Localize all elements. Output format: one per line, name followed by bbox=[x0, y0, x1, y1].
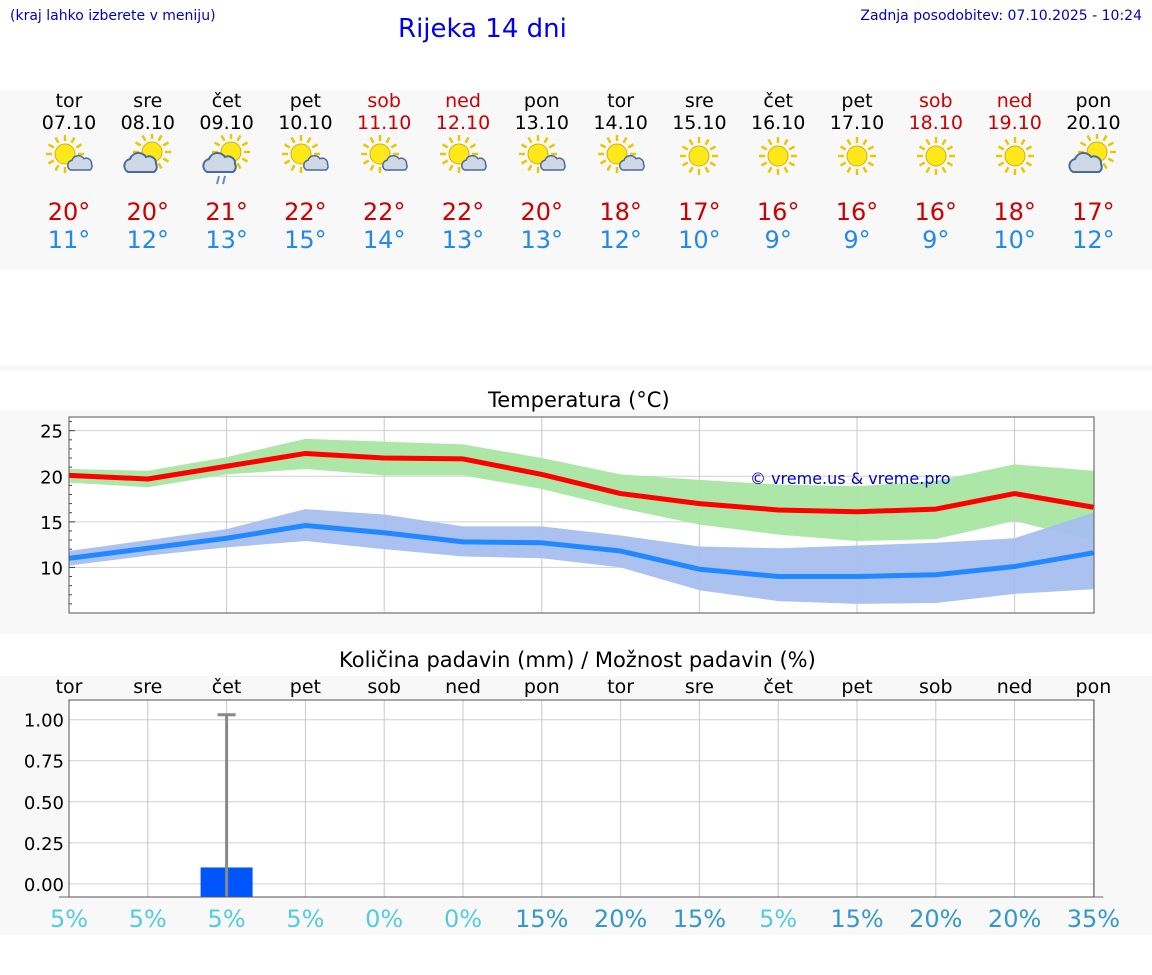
max-temp: 22° bbox=[284, 198, 327, 226]
day-name: pon bbox=[523, 90, 560, 112]
max-temp: 21° bbox=[205, 198, 248, 226]
min-temp: 9° bbox=[764, 226, 792, 254]
page-title: Rijeka 14 dni bbox=[398, 14, 567, 44]
temp-chart-band bbox=[0, 410, 1152, 634]
day-name: sre bbox=[684, 90, 714, 112]
max-temp: 22° bbox=[441, 198, 485, 226]
min-temp: 15° bbox=[284, 226, 327, 254]
day-date: 13.10 bbox=[514, 112, 569, 134]
max-temp: 20° bbox=[126, 198, 170, 226]
min-temp: 10° bbox=[993, 226, 1036, 254]
max-temp: 20° bbox=[47, 198, 91, 226]
sun-cloud-icon bbox=[514, 134, 570, 190]
sun-icon bbox=[750, 134, 806, 190]
temp-chart-title: Temperatura (°C) bbox=[488, 388, 670, 412]
forecast-day: ned 12.10 22° 13° bbox=[423, 90, 503, 260]
min-temp: 11° bbox=[47, 226, 91, 254]
day-date: 11.10 bbox=[356, 112, 412, 134]
day-date: 08.10 bbox=[120, 112, 175, 134]
sun-cloud-icon bbox=[41, 134, 97, 190]
day-name: ned bbox=[445, 90, 481, 112]
forecast-day: čet 09.10 21° 13° bbox=[187, 90, 267, 260]
day-date: 12.10 bbox=[435, 112, 491, 134]
forecast-day: ned 19.10 18° 10° bbox=[975, 90, 1055, 260]
forecast-day: pet 17.10 16° 9° bbox=[817, 90, 897, 260]
sun-cloud-icon bbox=[277, 134, 333, 190]
forecast-day: sre 08.10 20° 12° bbox=[108, 90, 188, 260]
sun-cloud-icon bbox=[593, 134, 649, 190]
max-temp: 22° bbox=[362, 198, 406, 226]
day-date: 20.10 bbox=[1066, 112, 1121, 134]
sun-icon bbox=[829, 134, 885, 190]
day-name: čet bbox=[211, 90, 242, 112]
min-temp: 13° bbox=[441, 226, 485, 254]
min-temp: 13° bbox=[205, 226, 248, 254]
precip-chart-band bbox=[0, 676, 1152, 935]
day-name: tor bbox=[607, 90, 635, 112]
sun-icon bbox=[987, 134, 1043, 190]
forecast-day: pet 10.10 22° 15° bbox=[265, 90, 345, 260]
day-date: 10.10 bbox=[278, 112, 333, 134]
min-temp: 14° bbox=[362, 226, 406, 254]
sun-icon bbox=[671, 134, 727, 190]
separator-band bbox=[0, 365, 1152, 371]
day-date: 09.10 bbox=[199, 112, 254, 134]
max-temp: 18° bbox=[599, 198, 642, 226]
forecast-day: pon 20.10 17° 12° bbox=[1053, 90, 1133, 260]
last-updated: Zadnja posodobitev: 07.10.2025 - 10:24 bbox=[860, 8, 1142, 24]
max-temp: 18° bbox=[993, 198, 1036, 226]
forecast-day: pon 13.10 20° 13° bbox=[502, 90, 582, 260]
forecast-row: tor 07.10 20° 11° sre 08.10 20° 12° čet 09.10 2… bbox=[0, 90, 1152, 260]
day-name: pon bbox=[1075, 90, 1112, 112]
day-name: sob bbox=[919, 90, 953, 112]
forecast-day: čet 16.10 16° 9° bbox=[738, 90, 818, 260]
max-temp: 17° bbox=[678, 198, 721, 226]
day-name: čet bbox=[763, 90, 793, 112]
day-name: sob bbox=[367, 90, 401, 112]
day-date: 15.10 bbox=[672, 112, 727, 134]
cloud-sun-icon bbox=[120, 133, 176, 190]
day-name: ned bbox=[996, 90, 1033, 112]
day-date: 16.10 bbox=[750, 112, 806, 134]
sun-cloud-icon bbox=[356, 134, 412, 190]
day-date: 17.10 bbox=[829, 112, 885, 134]
max-temp: 16° bbox=[835, 198, 879, 226]
day-date: 19.10 bbox=[987, 112, 1042, 134]
forecast-day: sob 18.10 16° 9° bbox=[896, 90, 976, 260]
day-date: 18.10 bbox=[908, 112, 963, 134]
max-temp: 17° bbox=[1072, 198, 1115, 226]
location-hint: (kraj lahko izberete v meniju) bbox=[10, 8, 216, 24]
max-temp: 20° bbox=[520, 198, 564, 226]
min-temp: 12° bbox=[126, 226, 170, 254]
min-temp: 9° bbox=[843, 226, 871, 254]
min-temp: 13° bbox=[520, 226, 564, 254]
day-date: 07.10 bbox=[41, 112, 97, 134]
day-name: sre bbox=[133, 90, 163, 112]
min-temp: 12° bbox=[1072, 226, 1115, 254]
day-name: pet bbox=[289, 90, 321, 112]
min-temp: 10° bbox=[678, 226, 721, 254]
precip-chart-title: Količina padavin (mm) / Možnost padavin … bbox=[339, 648, 816, 672]
forecast-day: tor 14.10 18° 12° bbox=[581, 90, 661, 260]
max-temp: 16° bbox=[756, 198, 800, 226]
day-name: tor bbox=[55, 90, 83, 112]
sun-icon bbox=[908, 134, 964, 190]
day-name: pet bbox=[841, 90, 873, 112]
forecast-band bbox=[0, 90, 1152, 270]
min-temp: 9° bbox=[922, 226, 950, 254]
cloud-sun-rain-icon bbox=[199, 133, 255, 190]
forecast-day: sob 11.10 22° 14° bbox=[344, 90, 424, 260]
day-date: 14.10 bbox=[593, 112, 648, 134]
sun-cloud-icon bbox=[435, 134, 491, 190]
forecast-day: sre 15.10 17° 10° bbox=[659, 90, 739, 260]
cloud-sun-icon bbox=[1065, 133, 1121, 190]
max-temp: 16° bbox=[914, 198, 958, 226]
forecast-day: tor 07.10 20° 11° bbox=[29, 90, 109, 260]
min-temp: 12° bbox=[599, 226, 642, 254]
